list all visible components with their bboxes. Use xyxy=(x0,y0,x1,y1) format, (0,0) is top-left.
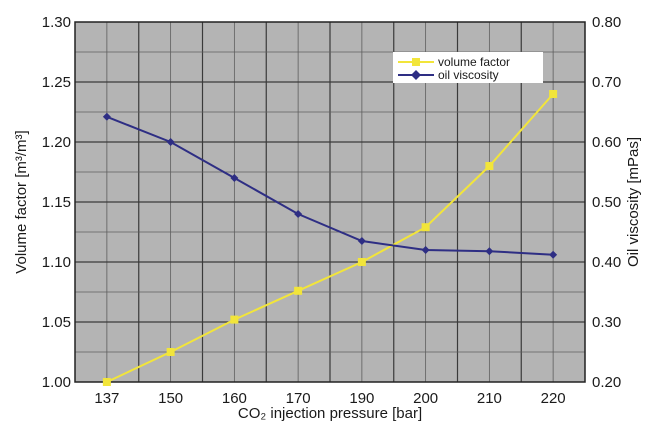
data-point xyxy=(549,90,558,98)
legend-label-oil-viscosity: oil viscosity xyxy=(438,68,499,82)
data-point xyxy=(485,162,494,170)
legend: volume factor oil viscosity xyxy=(393,52,543,83)
data-point xyxy=(102,378,111,386)
data-point xyxy=(421,246,430,254)
left-tick-label: 1.05 xyxy=(42,314,71,331)
legend-label-volume-factor: volume factor xyxy=(438,55,510,69)
data-point xyxy=(549,250,558,259)
right-tick-label: 0.60 xyxy=(592,134,621,151)
data-point xyxy=(421,223,430,232)
x-tick-label: 160 xyxy=(222,390,247,407)
data-point xyxy=(357,237,366,245)
data-point xyxy=(230,174,239,182)
x-tick-label: 137 xyxy=(94,390,119,407)
data-point xyxy=(294,286,303,295)
legend-marker-oil-viscosity xyxy=(411,70,421,80)
left-tick-label: 1.20 xyxy=(42,134,71,151)
series-line-0 xyxy=(106,93,554,383)
plot-frame xyxy=(74,21,586,383)
right-tick-label: 0.20 xyxy=(592,374,621,391)
x-tick-label: 190 xyxy=(349,390,374,407)
x-tick-label: 150 xyxy=(158,390,183,407)
data-point xyxy=(102,112,111,121)
legend-marker-volume-factor xyxy=(412,58,420,66)
grid xyxy=(75,22,585,382)
right-tick-label: 0.30 xyxy=(592,314,621,331)
data-point xyxy=(166,138,175,146)
x-axis-label: CO₂ injection pressure [bar] xyxy=(238,405,422,422)
data-point xyxy=(230,315,239,324)
left-axis-ticks: 1.00 1.05 1.10 1.15 1.20 1.25 1.30 xyxy=(42,14,71,391)
data-point xyxy=(166,348,175,356)
series-line-1 xyxy=(106,115,554,256)
left-axis-label: Volume factor [m³/m³] xyxy=(13,130,30,273)
data-point xyxy=(485,247,494,256)
series-lines xyxy=(106,93,554,383)
x-tick-label: 220 xyxy=(541,390,566,407)
x-tick-label: 170 xyxy=(286,390,311,407)
right-axis-label: Oil viscosity [mPas] xyxy=(625,137,642,267)
left-tick-label: 1.25 xyxy=(42,74,71,91)
x-tick-label: 200 xyxy=(413,390,438,407)
right-tick-label: 0.40 xyxy=(592,254,621,271)
series-markers xyxy=(102,90,558,386)
left-tick-label: 1.10 xyxy=(42,254,71,271)
left-tick-label: 1.30 xyxy=(42,14,71,31)
left-tick-label: 1.00 xyxy=(42,374,71,391)
data-point xyxy=(357,258,366,266)
data-point xyxy=(294,210,303,218)
x-tick-label: 210 xyxy=(477,390,502,407)
right-axis-ticks: 0.20 0.30 0.40 0.50 0.60 0.70 0.80 xyxy=(592,14,621,391)
left-tick-label: 1.15 xyxy=(42,194,71,211)
x-axis-ticks: 137 150 160 170 190 200 210 220 xyxy=(94,390,565,407)
right-tick-label: 0.50 xyxy=(592,194,621,211)
right-tick-label: 0.80 xyxy=(592,14,621,31)
right-tick-label: 0.70 xyxy=(592,74,621,91)
